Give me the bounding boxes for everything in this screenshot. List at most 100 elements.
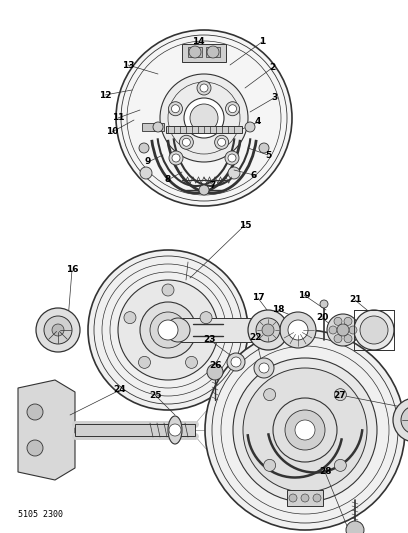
Text: 8: 8 — [165, 175, 171, 184]
Circle shape — [88, 250, 248, 410]
Circle shape — [52, 324, 64, 336]
Text: 20: 20 — [316, 313, 328, 322]
Circle shape — [243, 368, 367, 492]
Circle shape — [264, 389, 276, 401]
Text: 11: 11 — [112, 114, 124, 123]
Circle shape — [158, 320, 178, 340]
Text: 18: 18 — [272, 305, 284, 314]
Circle shape — [225, 151, 239, 165]
Bar — [287, 490, 323, 506]
Circle shape — [215, 135, 228, 149]
Circle shape — [349, 326, 357, 334]
Circle shape — [245, 122, 255, 132]
Bar — [182, 44, 226, 62]
Circle shape — [401, 406, 408, 434]
Text: 17: 17 — [252, 294, 264, 303]
Text: 15: 15 — [239, 221, 251, 230]
Text: 4: 4 — [255, 117, 261, 126]
Text: 5105 2300: 5105 2300 — [18, 510, 63, 519]
Circle shape — [264, 459, 276, 471]
Text: 14: 14 — [192, 37, 204, 46]
Circle shape — [227, 353, 245, 371]
Bar — [188, 47, 202, 57]
Circle shape — [139, 143, 149, 153]
Circle shape — [228, 167, 240, 179]
Circle shape — [150, 312, 186, 348]
Text: 28: 28 — [319, 467, 331, 477]
Circle shape — [44, 316, 72, 344]
Text: 27: 27 — [334, 391, 346, 400]
Circle shape — [334, 459, 346, 471]
Text: 13: 13 — [122, 61, 134, 69]
Text: 22: 22 — [250, 334, 262, 343]
Circle shape — [259, 143, 269, 153]
Circle shape — [301, 494, 309, 502]
Circle shape — [217, 138, 226, 146]
Circle shape — [285, 410, 325, 450]
Circle shape — [327, 314, 359, 346]
Text: 10: 10 — [106, 127, 118, 136]
Circle shape — [254, 358, 274, 378]
Circle shape — [346, 521, 364, 533]
Text: 2: 2 — [269, 63, 275, 72]
Circle shape — [207, 46, 219, 58]
Circle shape — [344, 317, 352, 325]
Circle shape — [228, 104, 237, 112]
Circle shape — [116, 30, 292, 206]
Circle shape — [182, 138, 191, 146]
Bar — [166, 126, 242, 133]
Text: 3: 3 — [271, 93, 277, 102]
Circle shape — [189, 46, 201, 58]
Bar — [142, 123, 164, 131]
Circle shape — [169, 151, 183, 165]
Ellipse shape — [168, 416, 182, 444]
Text: 1: 1 — [259, 37, 265, 46]
Text: 7: 7 — [210, 181, 216, 190]
Circle shape — [184, 98, 224, 138]
Bar — [75, 424, 195, 436]
Circle shape — [329, 326, 337, 334]
Circle shape — [334, 335, 342, 343]
Text: 25: 25 — [149, 391, 161, 400]
Circle shape — [124, 312, 136, 324]
Circle shape — [248, 310, 288, 350]
Polygon shape — [18, 380, 75, 480]
Text: 19: 19 — [298, 290, 310, 300]
Circle shape — [233, 358, 377, 502]
Circle shape — [320, 300, 328, 308]
Circle shape — [171, 104, 180, 112]
Text: 23: 23 — [204, 335, 216, 344]
Circle shape — [231, 357, 241, 367]
Text: 5: 5 — [265, 150, 271, 159]
Text: 24: 24 — [114, 385, 126, 394]
Text: 16: 16 — [66, 265, 78, 274]
Circle shape — [354, 310, 394, 350]
Circle shape — [27, 440, 43, 456]
Circle shape — [166, 318, 190, 342]
Circle shape — [140, 167, 152, 179]
Bar — [178, 318, 263, 342]
Circle shape — [344, 335, 352, 343]
Circle shape — [273, 398, 337, 462]
Circle shape — [280, 312, 316, 348]
Circle shape — [140, 302, 196, 358]
Circle shape — [334, 389, 346, 401]
Bar — [206, 47, 220, 57]
Circle shape — [197, 81, 211, 95]
Text: 6: 6 — [251, 171, 257, 180]
Circle shape — [162, 284, 174, 296]
Circle shape — [190, 104, 218, 132]
Text: 12: 12 — [99, 91, 111, 100]
Circle shape — [169, 102, 182, 116]
Circle shape — [172, 154, 180, 162]
Circle shape — [289, 494, 297, 502]
Circle shape — [138, 357, 151, 368]
Circle shape — [180, 135, 193, 149]
Circle shape — [153, 122, 163, 132]
Circle shape — [337, 324, 349, 336]
Circle shape — [228, 154, 236, 162]
Circle shape — [360, 316, 388, 344]
Circle shape — [199, 185, 209, 195]
Circle shape — [200, 312, 212, 324]
Circle shape — [256, 318, 280, 342]
